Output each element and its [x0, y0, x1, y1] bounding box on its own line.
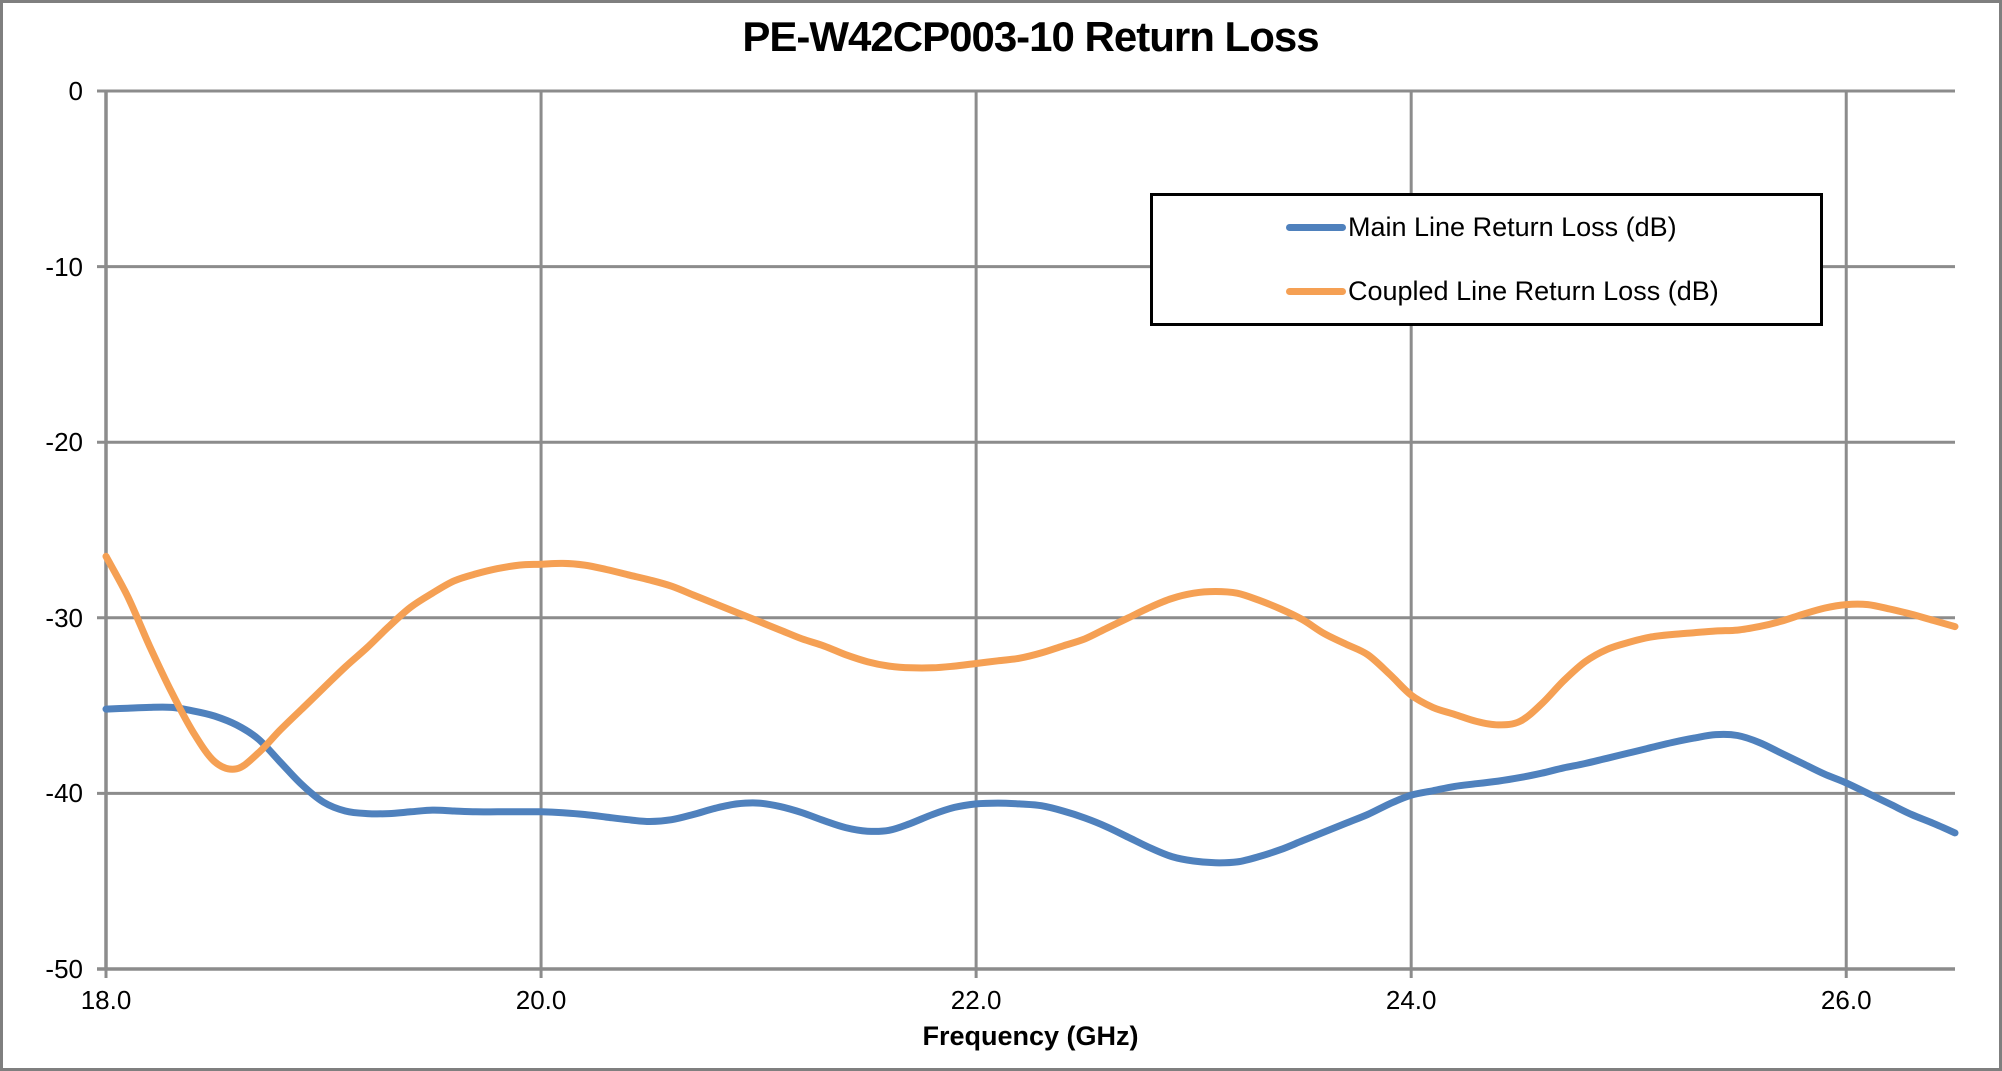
legend-item-main-line: Main Line Return Loss (dB) [1153, 196, 1820, 260]
series-line-coupled [102, 552, 1959, 773]
legend-label-coupled-line: Coupled Line Return Loss (dB) [1348, 275, 1719, 306]
y-tick-label: -20 [45, 427, 83, 458]
y-tick-label: 0 [68, 76, 83, 106]
y-tick-label: -10 [45, 251, 83, 282]
y-tick-label: -40 [45, 778, 83, 809]
x-tick-label: 18.0 [80, 985, 132, 1015]
legend-swatch-coupled-line-icon [1286, 287, 1346, 295]
x-axis-title: Frequency (GHz) [922, 1021, 1139, 1051]
y-tick-label: -50 [45, 954, 83, 984]
x-tick-label: 22.0 [950, 985, 1002, 1015]
x-tick-label: 20.0 [515, 985, 567, 1015]
plot-area [97, 89, 1959, 978]
series-line-main [102, 703, 1959, 867]
y-tick-label: -30 [45, 602, 83, 633]
legend-item-coupled-line: Coupled Line Return Loss (dB) [1153, 260, 1820, 324]
legend: Main Line Return Loss (dB) Coupled Line … [1150, 193, 1823, 326]
chart-title: PE-W42CP003-10 Return Loss [742, 13, 1319, 60]
legend-swatch-main-line-icon [1286, 224, 1346, 232]
x-tick-label: 26.0 [1820, 985, 1872, 1015]
x-tick-label: 24.0 [1385, 985, 1437, 1015]
legend-label-main-line: Main Line Return Loss (dB) [1348, 212, 1677, 243]
